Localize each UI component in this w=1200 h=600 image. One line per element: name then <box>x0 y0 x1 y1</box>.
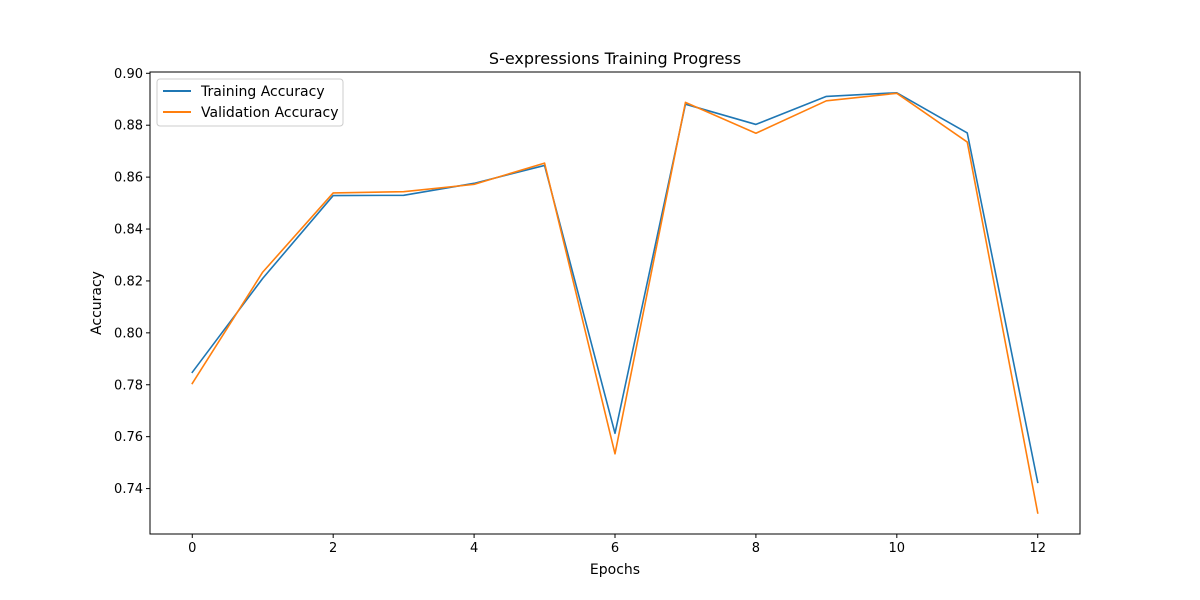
x-tick-label: 0 <box>188 541 196 556</box>
x-tick-label: 12 <box>1029 541 1046 556</box>
x-axis-label: Epochs <box>590 562 640 578</box>
y-tick-label: 0.82 <box>114 274 143 289</box>
y-axis-label: Accuracy <box>89 271 105 335</box>
y-tick-label: 0.74 <box>114 482 143 497</box>
legend-label-validation: Validation Accuracy <box>201 105 339 121</box>
y-tick-label: 0.78 <box>114 378 143 393</box>
x-tick-label: 4 <box>470 541 478 556</box>
legend: Training Accuracy Validation Accuracy <box>156 78 344 127</box>
validation-accuracy-line <box>191 92 1039 514</box>
legend-label-training: Training Accuracy <box>200 84 325 100</box>
chart-title: S-expressions Training Progress <box>489 49 741 68</box>
legend-box <box>156 78 344 127</box>
y-tick-label: 0.86 <box>114 171 143 186</box>
y-tick-label: 0.90 <box>114 67 143 82</box>
axis-ticks: 0 2 4 6 8 10 12 0.74 0.76 0.78 0.80 0.82 0.84 0.86 0.8… <box>114 67 1046 556</box>
x-tick-label: 6 <box>611 541 619 556</box>
y-tick-label: 0.76 <box>114 430 143 445</box>
x-tick-label: 10 <box>889 541 906 556</box>
y-tick-label: 0.88 <box>114 119 143 134</box>
plot-area <box>191 91 1039 514</box>
y-tick-label: 0.84 <box>114 223 143 238</box>
x-tick-label: 2 <box>329 541 337 556</box>
x-tick-label: 8 <box>752 541 760 556</box>
y-tick-label: 0.80 <box>114 326 143 341</box>
